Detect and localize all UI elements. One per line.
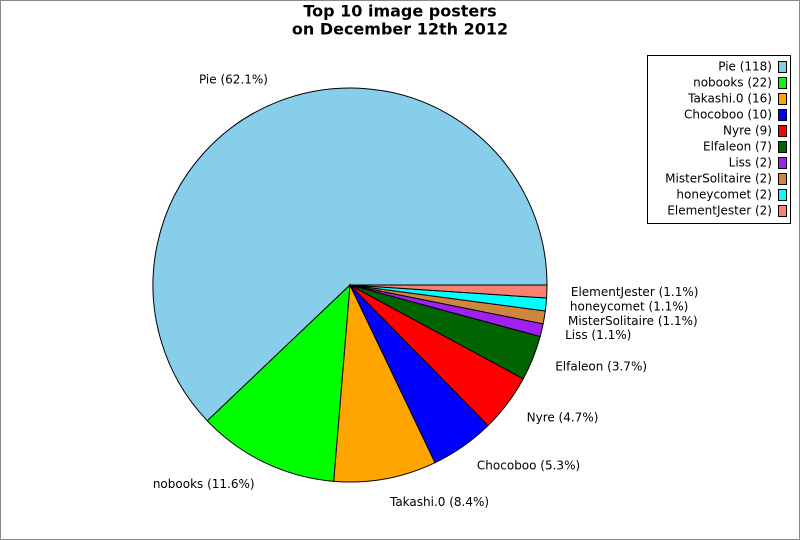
slice-label: Takashi.0 (8.4%)	[389, 495, 489, 509]
legend-label: Elfaleon (7)	[703, 140, 772, 154]
legend-label: nobooks (22)	[693, 76, 772, 90]
legend-box	[647, 55, 791, 224]
pie-slice	[349, 284, 548, 299]
slice-label: Pie (62.1%)	[199, 72, 268, 86]
legend-swatch	[778, 157, 787, 169]
legend-label: honeycomet (2)	[676, 188, 772, 202]
legend-label: Pie (118)	[718, 60, 772, 74]
legend-swatch	[778, 189, 787, 201]
legend-label: Chocoboo (10)	[684, 108, 772, 122]
legend-label: Liss (2)	[729, 156, 772, 170]
chart-title: Top 10 image posters	[303, 2, 496, 21]
legend-swatch	[778, 93, 787, 105]
slice-label: Liss (1.1%)	[565, 328, 631, 342]
legend-label: Takashi.0 (16)	[687, 92, 772, 106]
slice-label: honeycomet (1.1%)	[570, 299, 688, 313]
slice-label: nobooks (11.6%)	[153, 477, 255, 491]
chart-title: on December 12th 2012	[292, 20, 508, 39]
pie-slice	[152, 87, 548, 422]
slice-label: Chocoboo (5.3%)	[477, 458, 580, 472]
legend-swatch	[778, 61, 787, 73]
pie-slice	[206, 283, 351, 482]
slice-label: MisterSolitaire (1.1%)	[568, 314, 698, 328]
slice-label: Nyre (4.7%)	[527, 410, 599, 424]
legend-label: MisterSolitaire (2)	[665, 172, 772, 186]
legend-swatch	[778, 173, 787, 185]
legend-swatch	[778, 141, 787, 153]
legend-swatch	[778, 205, 787, 217]
pie-slice	[333, 283, 436, 483]
legend-label: Nyre (9)	[723, 124, 772, 138]
slice-label: Elfaleon (3.7%)	[555, 360, 647, 374]
legend-label: ElementJester (2)	[667, 204, 772, 218]
legend-swatch	[778, 77, 787, 89]
slice-label: ElementJester (1.1%)	[571, 285, 699, 299]
legend-swatch	[778, 125, 787, 137]
legend-swatch	[778, 109, 787, 121]
